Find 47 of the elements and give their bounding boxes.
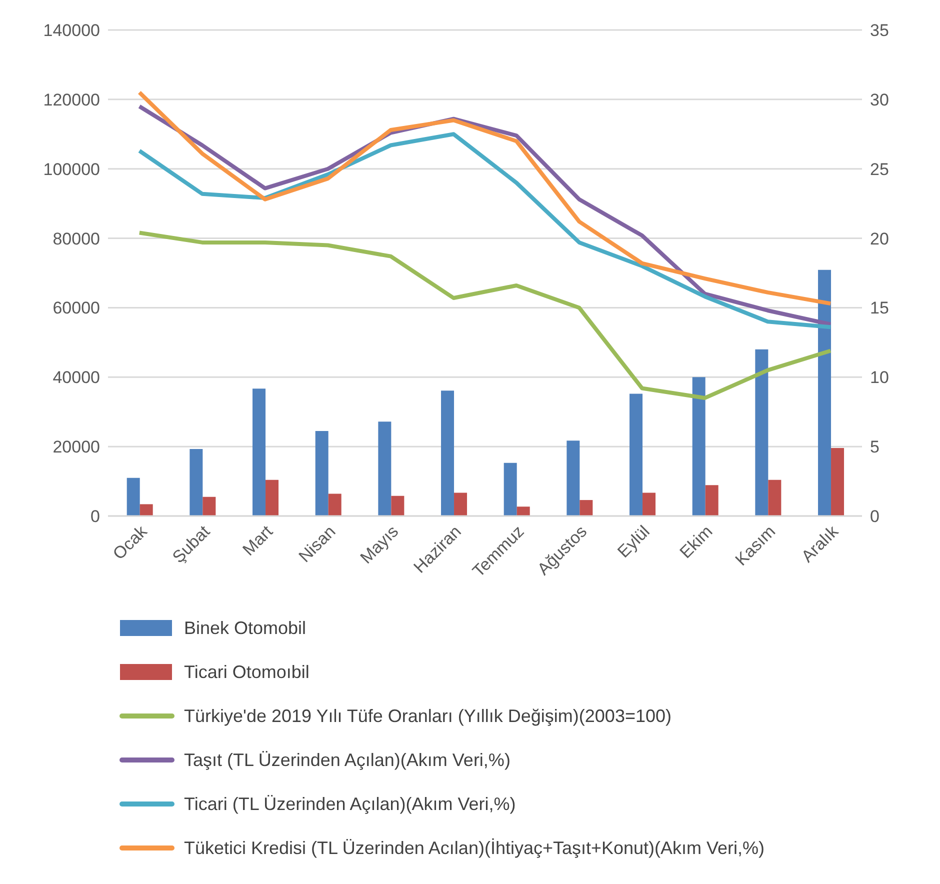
y2-tick-label: 20 [870,229,889,248]
bar [516,506,530,516]
bar [190,449,203,516]
bar [266,480,279,516]
legend-label: Türkiye'de 2019 Yılı Tüfe Oranları (Yıllık Değişim)(2003=100) [184,706,672,726]
y2-tick-label: 15 [870,298,889,318]
bar [566,440,580,516]
y-tick-label: 0 [90,507,100,526]
bar [630,394,643,516]
legend-label: Binek Otomobil [184,618,306,638]
y2-tick-label: 30 [870,90,889,110]
bar [126,478,140,516]
y-tick-label: 100000 [43,160,100,179]
bar [768,480,782,516]
bar [328,494,342,516]
y-tick-label: 140000 [43,21,100,40]
bar [642,492,656,516]
y-tick-label: 60000 [52,298,100,318]
y2-tick-label: 10 [870,368,889,388]
bar [831,448,844,516]
bar [705,485,718,516]
bar [252,388,266,516]
bar [378,422,392,516]
bar [441,390,454,516]
bar [580,500,593,516]
bar [692,377,706,516]
y-tick-label: 40000 [52,368,100,388]
bar [454,492,468,516]
line-series [137,230,833,400]
bar [818,270,832,516]
y2-tick-label: 25 [870,160,889,179]
y2-tick-label: 35 [870,21,889,40]
bar [315,430,328,516]
bar [140,504,153,516]
y2-tick-label: 5 [870,438,880,457]
bar [202,496,216,516]
y-tick-label: 80000 [52,229,100,248]
legend-label: Ticari Otomoıbil [184,662,310,682]
bar [391,496,404,516]
y2-tick-label: 0 [870,507,880,526]
y-tick-label: 120000 [43,90,100,110]
bar [755,349,768,516]
legend-label: Ticari (TL Üzerinden Açılan)(Akım Veri,%) [184,794,516,814]
y-tick-label: 20000 [52,438,100,457]
legend-label: Tüketici Kredisi (TL Üzerinden Acılan)(İhtiyaç+Taşıt+Konut)(Akım Veri,%) [184,838,765,858]
legend-label: Taşıt (TL Üzerinden Açılan)(Akım Veri,%) [184,750,510,770]
bar [504,462,517,516]
